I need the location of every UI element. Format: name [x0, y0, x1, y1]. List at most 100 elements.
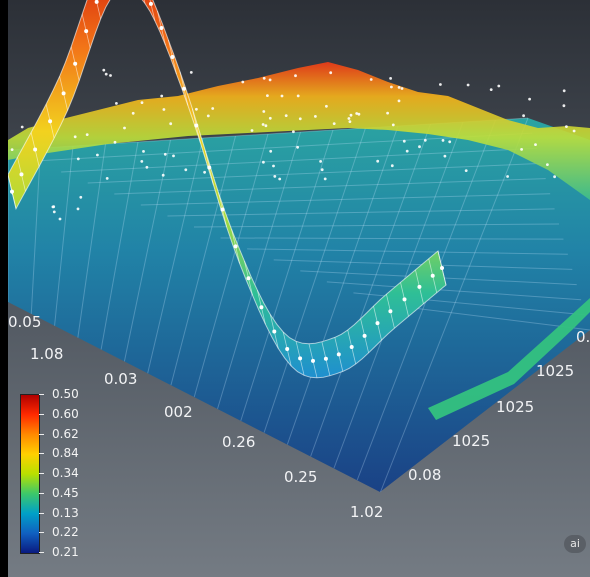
sample-point: [109, 74, 112, 77]
sample-point: [142, 150, 145, 153]
grid-line: [170, 135, 236, 386]
sample-point: [355, 112, 359, 115]
right-tick-2: 1025: [452, 432, 490, 450]
colorbar-label: 0.62: [52, 426, 79, 441]
sample-point: [268, 78, 272, 82]
sample-point: [96, 153, 99, 157]
ribbon-vertex: [336, 352, 341, 357]
sample-point: [314, 115, 317, 118]
sample-point: [269, 149, 273, 153]
colorbar-tick: [39, 473, 44, 474]
grid-line: [310, 123, 431, 457]
sample-point: [264, 124, 268, 128]
colorbar-tick: [39, 433, 44, 435]
sample-point: [104, 72, 108, 76]
sample-point: [169, 122, 173, 126]
colorbar-legend: 0.50 0.60 0.62 0.84 0.34 0.45 0.13 0.22 0.21: [20, 388, 100, 560]
sample-point: [76, 207, 80, 211]
sample-point: [319, 160, 322, 163]
sample-point: [294, 74, 297, 78]
sample-point: [464, 169, 468, 173]
ribbon-vertex: [48, 119, 53, 124]
sample-point: [397, 86, 401, 89]
sample-point: [102, 68, 106, 72]
ribbon-vertex: [194, 123, 199, 128]
sample-point: [115, 102, 118, 105]
grid-line: [87, 162, 542, 184]
sample-point: [195, 107, 198, 111]
colorbar-gradient: [20, 394, 40, 554]
colorbar-label: 0.84: [52, 446, 79, 461]
sample-point: [241, 80, 245, 84]
ribbon-vertex: [311, 358, 315, 363]
ribbon-vertex: [402, 297, 407, 302]
sample-point: [262, 160, 265, 164]
sample-point: [376, 159, 380, 163]
sample-point: [562, 104, 566, 108]
right-axis-ticks: 0.08 1025 1025 1025 0.: [408, 328, 590, 484]
sample-point: [162, 108, 166, 111]
left-tick-2: 1.08: [30, 345, 63, 363]
grid-line: [380, 117, 529, 493]
ribbon-vertex: [220, 207, 225, 212]
ribbon-vertex: [170, 54, 175, 59]
right-tick-1: 0.08: [408, 466, 441, 484]
sample-point: [266, 94, 269, 97]
sample-point: [528, 97, 531, 101]
sample-point: [123, 126, 126, 130]
ribbon-vertex: [19, 172, 24, 177]
ribbon-vertex: [233, 244, 238, 249]
sample-point: [292, 130, 295, 134]
ribbon-vertex: [298, 356, 303, 361]
ribbon-vertex: [323, 356, 328, 361]
ribbon-surface: [8, 0, 447, 379]
sample-point: [329, 71, 333, 75]
grid-line: [140, 193, 551, 206]
ribbon-vertex: [207, 165, 212, 170]
left-tick-7: 1.02: [350, 503, 383, 521]
sample-point: [520, 148, 523, 151]
sample-point: [489, 88, 493, 91]
sample-point: [272, 164, 275, 168]
sample-point: [323, 177, 327, 181]
colorbar-tick: [39, 512, 44, 514]
ribbon-vertex: [182, 86, 186, 91]
ribbon-vertex: [148, 1, 153, 6]
colorbar-tick: [39, 492, 44, 494]
sample-point: [320, 168, 324, 172]
grid-line: [167, 208, 555, 217]
sample-point: [280, 94, 284, 98]
sample-point: [206, 114, 210, 118]
sample-point: [522, 114, 525, 118]
ribbon-vertex: [61, 91, 66, 96]
ribbon-vertex: [159, 26, 164, 31]
sample-point: [160, 94, 164, 98]
ribbon-vertex: [33, 147, 38, 152]
sample-point: [113, 140, 117, 144]
sample-point: [572, 129, 576, 133]
sample-point: [553, 175, 556, 179]
sample-point: [418, 145, 421, 149]
grid-line: [193, 223, 560, 228]
grid-line: [61, 147, 537, 173]
ribbon-vertex: [272, 329, 277, 334]
grid-line: [100, 141, 139, 350]
ribbon-vertex: [84, 29, 89, 34]
sample-point: [357, 112, 361, 116]
back-surface: [8, 62, 590, 200]
ribbon-vertex: [246, 276, 251, 281]
sample-point: [105, 177, 109, 180]
right-tick-3: 1025: [496, 398, 534, 416]
grid-line: [286, 125, 399, 445]
sample-point: [268, 116, 272, 120]
sample-point: [262, 110, 266, 113]
sample-point: [400, 87, 404, 90]
trailing-ribbon: [428, 298, 590, 420]
sample-point: [369, 78, 373, 81]
ai-badge: ai: [564, 535, 586, 553]
ribbon-vertex: [349, 345, 354, 350]
ribbon-vertex: [285, 347, 290, 351]
sample-point: [390, 164, 394, 168]
sample-point: [140, 101, 144, 104]
surface-plot: 0.05 1.08 0.03 002 0.26 0.25 1.02 0.08 1…: [8, 0, 590, 521]
